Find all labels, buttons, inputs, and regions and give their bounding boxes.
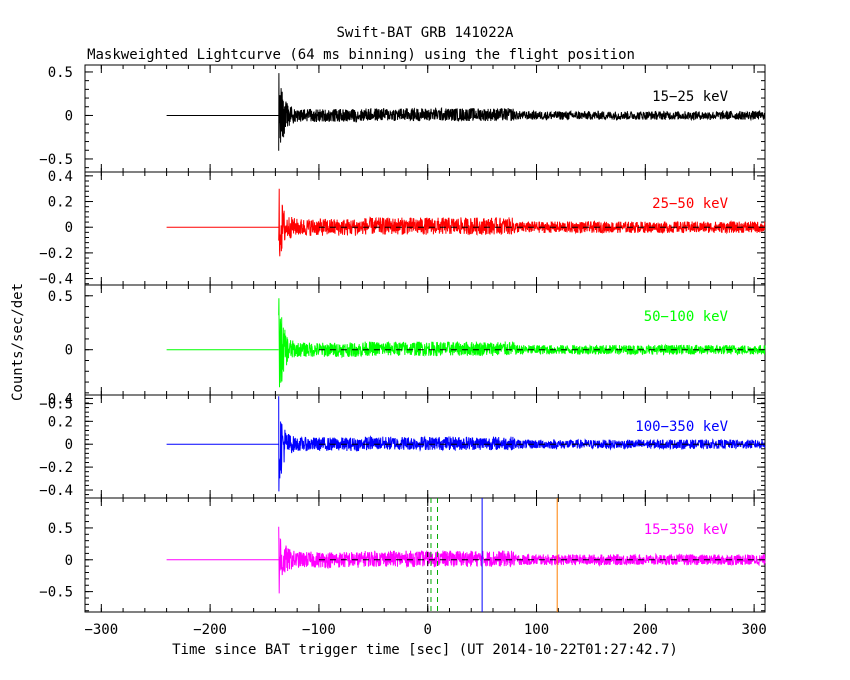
x-tick-label: −100: [302, 622, 336, 638]
chart-subtitle: Maskweighted Lightcurve (64 ms binning) …: [87, 47, 635, 63]
panel-4-ytick-label: −0.4: [39, 483, 73, 499]
panel-1-lightcurve: [278, 73, 766, 151]
panel-2-ytick-label: −0.4: [39, 272, 73, 288]
x-tick-label: 100: [524, 622, 549, 638]
panel-5-band-label: 15−350 keV: [644, 522, 729, 538]
x-tick-label: 0: [424, 622, 432, 638]
panel-2-ytick-label: 0.2: [48, 195, 73, 211]
x-tick-label: −200: [193, 622, 227, 638]
panel-3-ytick-label: −0.5: [39, 397, 73, 413]
chart-title: Swift-BAT GRB 141022A: [336, 25, 514, 41]
panel-2-lightcurve: [278, 188, 766, 257]
panel-4-ytick-label: 0: [65, 437, 73, 453]
panel-5-ytick-label: 0: [65, 553, 73, 569]
x-tick-label: −300: [84, 622, 118, 638]
panel-1-band-label: 15−25 keV: [652, 89, 728, 105]
x-axis-label: Time since BAT trigger time [sec] (UT 20…: [172, 642, 678, 658]
panel-1-ytick-label: 0: [65, 108, 73, 124]
panel-5-ytick-label: −0.5: [39, 585, 73, 601]
panel-1-ytick-label: 0.5: [48, 65, 73, 81]
x-tick-label: 200: [633, 622, 658, 638]
panel-2-band-label: 25−50 keV: [652, 196, 728, 212]
panel-4-band-label: 100−350 keV: [635, 419, 728, 435]
y-axis-label: Counts/sec/det: [10, 283, 26, 401]
panel-2-ytick-label: 0.4: [48, 169, 73, 185]
panel-3-band-label: 50−100 keV: [644, 309, 729, 325]
panel-4-ytick-label: 0.2: [48, 414, 73, 430]
panel-3-ytick-label: 0: [65, 343, 73, 359]
panel-3-ytick-label: 0.5: [48, 289, 73, 305]
panel-3-frame: [84, 284, 766, 396]
x-tick-label: 300: [741, 622, 766, 638]
panel-4-ytick-label: 0.4: [48, 391, 73, 407]
panel-3-lightcurve: [278, 298, 766, 388]
panel-1-ytick-label: −0.5: [39, 152, 73, 168]
panels-group: −0.5 0 0.5 15−25 keV −0.4 −0.2 0 0.2 0.4 25−50 ke…: [39, 64, 767, 638]
panel-5-ytick-label: 0.5: [48, 521, 73, 537]
panel-2-ytick-label: −0.2: [39, 246, 73, 262]
panel-4-ytick-label: −0.2: [39, 460, 73, 476]
panel-2-ytick-label: 0: [65, 220, 73, 236]
panel-4-lightcurve: [278, 396, 766, 492]
